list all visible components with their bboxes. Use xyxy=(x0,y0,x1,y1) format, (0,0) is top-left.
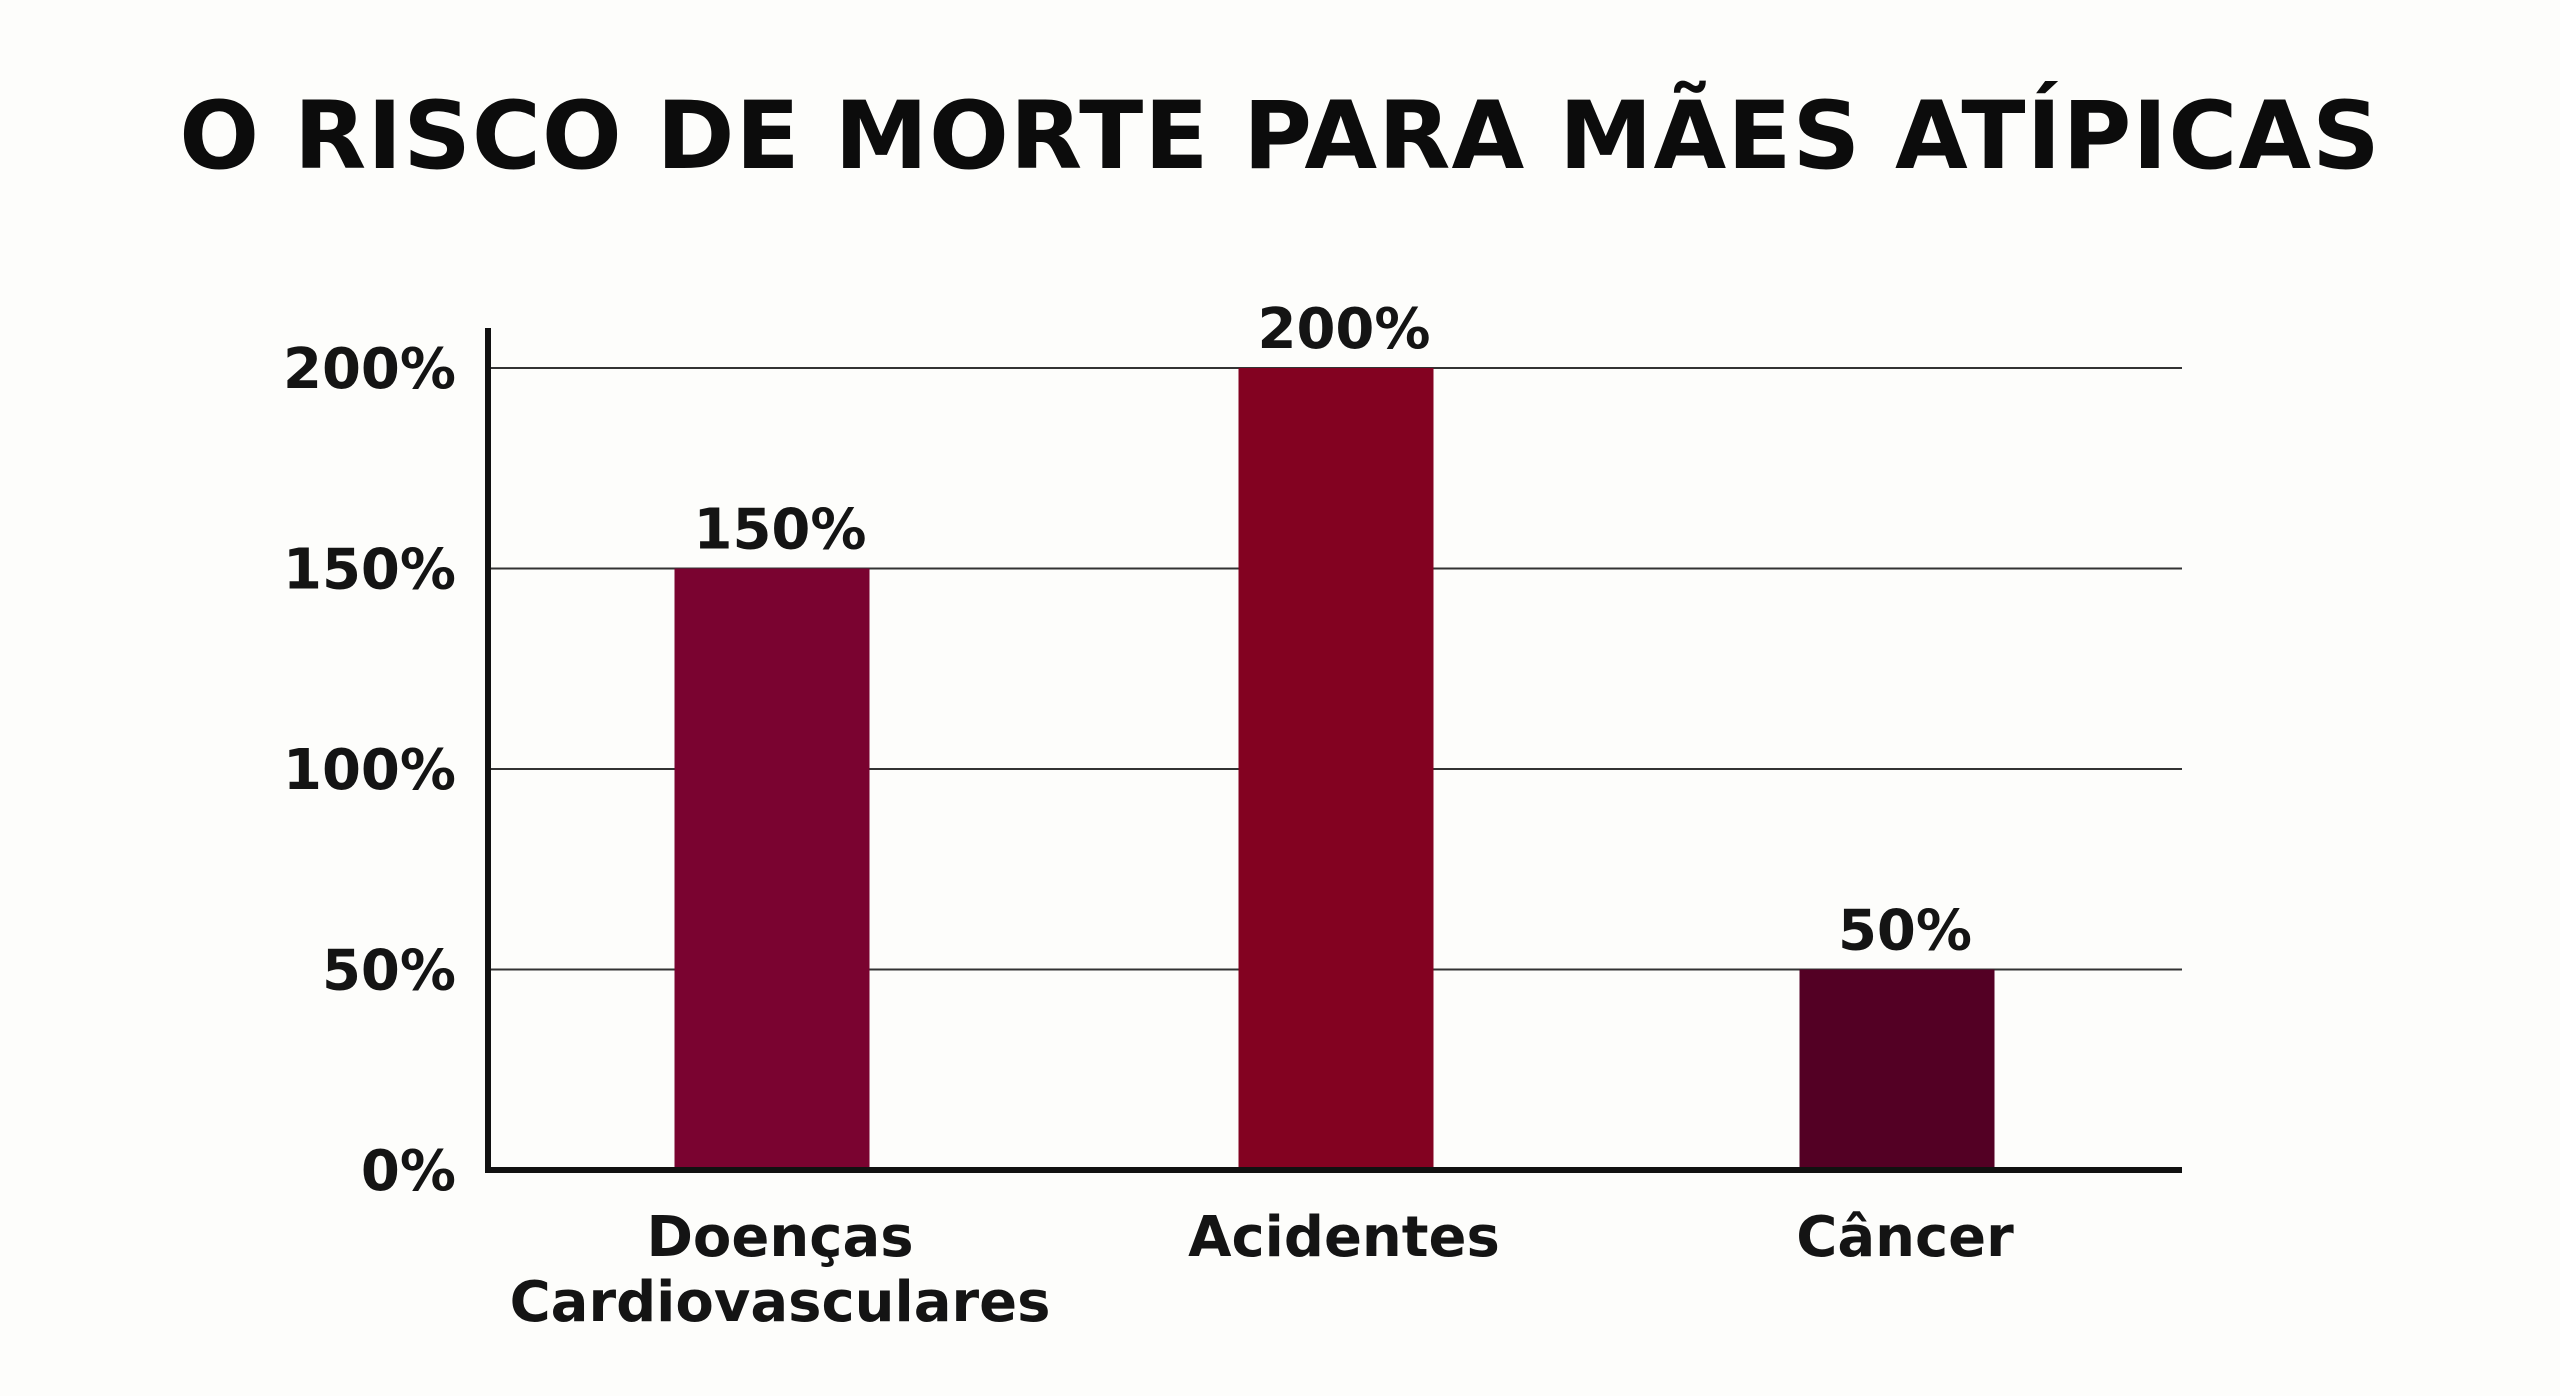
bar xyxy=(1799,969,1995,1170)
bar xyxy=(674,568,870,1170)
axes xyxy=(485,328,2182,1173)
y-tick-label: 50% xyxy=(322,939,456,1004)
x-tick-label: Acidentes xyxy=(1188,1205,1500,1270)
bar xyxy=(1238,368,1434,1170)
y-tick-labels: 0% 50% 100% 150% 200% xyxy=(283,337,456,1204)
data-label: 200% xyxy=(1257,297,1430,362)
data-label: 50% xyxy=(1838,899,1972,964)
chart-title: O RISCO DE MORTE PARA MÃES ATÍPICAS xyxy=(179,82,2381,191)
y-tick-label: 0% xyxy=(361,1139,456,1204)
x-tick-label: Cardiovasculares xyxy=(510,1270,1051,1335)
y-tick-label: 150% xyxy=(283,538,456,603)
bars xyxy=(674,368,1995,1170)
y-tick-label: 100% xyxy=(283,738,456,803)
x-tick-label: Câncer xyxy=(1796,1205,2014,1270)
data-labels: 150% 200% 50% xyxy=(693,297,1972,964)
y-tick-label: 200% xyxy=(283,337,456,402)
x-tick-label: Doenças xyxy=(646,1205,913,1270)
data-label: 150% xyxy=(693,498,866,563)
